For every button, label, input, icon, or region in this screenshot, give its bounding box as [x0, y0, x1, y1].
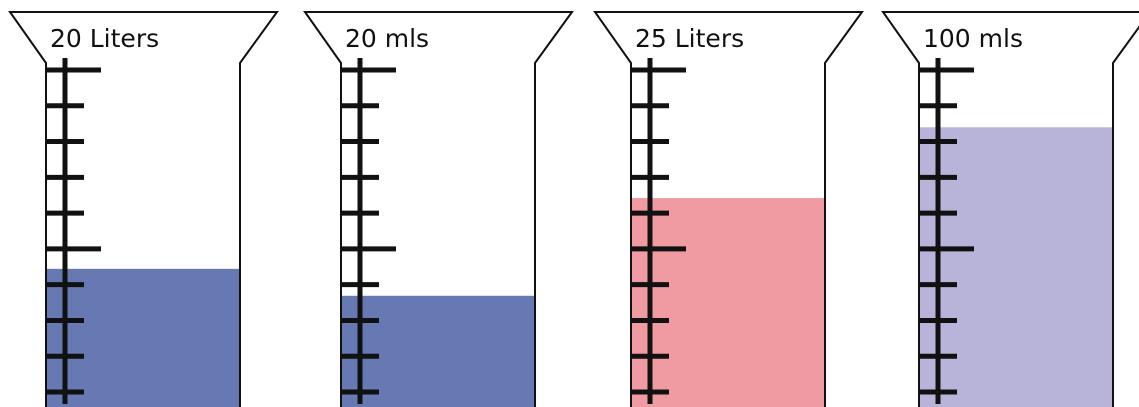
cylinder-4-label: 100 mls: [923, 24, 1023, 53]
cylinder-2-label: 20 mls: [345, 24, 429, 53]
cylinder-2-scale: [342, 58, 396, 404]
cylinder-1-liquid: [46, 268, 240, 407]
cylinder-3: 25 Liters: [593, 11, 864, 407]
cylinder-3-outline: [593, 11, 864, 407]
cylinder-3-scale: [632, 58, 686, 404]
cylinder-3-label: 25 Liters: [635, 24, 744, 53]
cylinder-1: 20 Liters: [8, 11, 279, 407]
cylinder-1-label: 20 Liters: [50, 24, 159, 53]
cylinder-2: 20 mls: [303, 11, 574, 407]
cylinder-1-outline: [8, 11, 279, 407]
cylinder-4-outline: [881, 11, 1139, 407]
cylinder-2-liquid: [341, 295, 535, 407]
cylinder-3-liquid: [631, 198, 825, 407]
cylinder-2-outline: [303, 11, 574, 407]
cylinder-1-scale: [47, 58, 101, 404]
cylinder-4-liquid: [919, 127, 1113, 407]
cylinder-4-scale: [920, 58, 974, 404]
cylinder-4: 100 mls: [881, 11, 1139, 407]
